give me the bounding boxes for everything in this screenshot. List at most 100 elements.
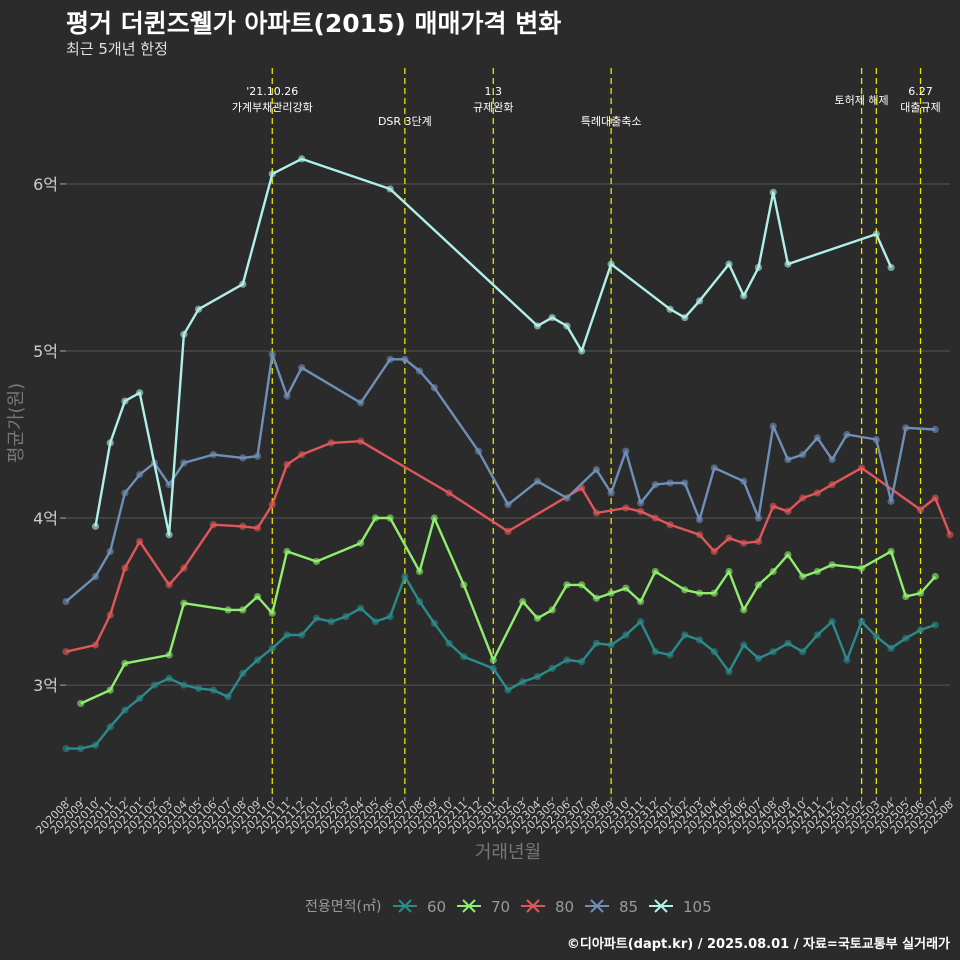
legend-marker-70 bbox=[462, 899, 476, 913]
data-point-85 bbox=[695, 516, 704, 524]
data-point-60 bbox=[519, 678, 527, 686]
data-point-60 bbox=[62, 744, 70, 753]
data-point-105 bbox=[239, 280, 247, 288]
data-point-60 bbox=[563, 656, 571, 664]
data-point-85 bbox=[799, 450, 807, 459]
data-point-70 bbox=[887, 547, 895, 556]
data-point-105 bbox=[578, 347, 586, 355]
data-point-60 bbox=[77, 744, 85, 753]
data-point-105 bbox=[548, 313, 556, 322]
legend-marker-80 bbox=[526, 899, 540, 913]
data-point-70 bbox=[239, 606, 247, 614]
data-point-105 bbox=[136, 389, 144, 397]
data-point-60 bbox=[916, 626, 925, 634]
data-point-60 bbox=[887, 644, 895, 652]
data-point-70 bbox=[725, 567, 733, 576]
data-point-60 bbox=[902, 634, 910, 642]
data-point-60 bbox=[769, 648, 777, 656]
data-point-85 bbox=[474, 447, 483, 455]
data-point-60 bbox=[239, 669, 247, 677]
data-point-60 bbox=[740, 641, 748, 649]
data-point-80 bbox=[754, 537, 763, 546]
data-point-80 bbox=[710, 547, 718, 556]
data-point-85 bbox=[872, 435, 880, 444]
data-point-70 bbox=[416, 567, 424, 576]
data-point-85 bbox=[91, 572, 100, 581]
data-point-80 bbox=[504, 527, 512, 535]
y-axis-label: 평균가(원) bbox=[6, 383, 27, 463]
data-point-80 bbox=[209, 521, 217, 529]
grid-lines bbox=[66, 183, 950, 686]
data-point-80 bbox=[828, 481, 836, 489]
data-point-85 bbox=[651, 481, 659, 489]
data-point-60 bbox=[681, 631, 689, 639]
series-line-60 bbox=[66, 575, 936, 750]
series-line-70 bbox=[80, 516, 937, 705]
data-point-70 bbox=[578, 581, 586, 589]
data-point-85 bbox=[931, 425, 939, 434]
data-point-70 bbox=[224, 606, 232, 614]
legend-marker-60 bbox=[398, 899, 412, 913]
y-tick-label: 3억 bbox=[33, 676, 58, 695]
data-point-85 bbox=[180, 459, 188, 467]
data-point-60 bbox=[754, 654, 763, 662]
data-point-105 bbox=[91, 522, 100, 530]
data-point-80 bbox=[445, 489, 453, 497]
data-point-60 bbox=[165, 674, 173, 682]
data-point-60 bbox=[121, 706, 129, 714]
data-point-70 bbox=[784, 551, 792, 559]
data-point-85 bbox=[121, 489, 129, 497]
data-point-85 bbox=[386, 355, 394, 363]
data-point-85 bbox=[239, 454, 247, 462]
data-point-80 bbox=[858, 464, 866, 472]
legend-label-60: 60 bbox=[427, 898, 446, 916]
data-point-80 bbox=[769, 502, 777, 510]
data-point-60 bbox=[784, 639, 792, 647]
data-point-60 bbox=[312, 614, 321, 622]
data-point-85 bbox=[622, 447, 630, 455]
data-point-80 bbox=[740, 539, 748, 547]
data-point-85 bbox=[592, 465, 601, 474]
data-point-70 bbox=[106, 686, 114, 694]
data-point-80 bbox=[695, 531, 704, 539]
data-point-60 bbox=[106, 723, 114, 731]
data-point-80 bbox=[784, 507, 792, 515]
event-label: 특례대출축소 bbox=[581, 115, 642, 128]
data-point-80 bbox=[725, 534, 733, 542]
data-point-85 bbox=[902, 424, 910, 432]
data-point-70 bbox=[695, 589, 704, 597]
y-tick-label: 5억 bbox=[33, 342, 58, 361]
data-point-80 bbox=[91, 641, 100, 649]
data-point-85 bbox=[504, 501, 512, 509]
event-label: 규제완화 bbox=[473, 101, 513, 114]
data-point-80 bbox=[651, 514, 659, 522]
data-point-60 bbox=[592, 639, 601, 647]
data-point-60 bbox=[430, 619, 438, 627]
data-point-70 bbox=[430, 514, 438, 522]
event-label: 가계부채관리강화 bbox=[232, 101, 313, 114]
data-point-70 bbox=[77, 699, 85, 708]
data-point-85 bbox=[298, 364, 306, 372]
data-point-85 bbox=[681, 479, 689, 487]
event-label: 1.3 bbox=[485, 85, 503, 98]
chart-subtitle: 최근 5개년 한정 bbox=[66, 40, 168, 58]
data-point-60 bbox=[195, 684, 203, 693]
series-lines bbox=[62, 155, 954, 753]
data-point-70 bbox=[357, 539, 365, 547]
data-point-60 bbox=[416, 597, 424, 606]
data-point-60 bbox=[371, 618, 379, 626]
data-point-60 bbox=[725, 668, 733, 676]
data-point-85 bbox=[268, 350, 276, 358]
data-point-80 bbox=[283, 460, 291, 469]
data-point-60 bbox=[504, 686, 512, 694]
data-point-70 bbox=[548, 606, 556, 614]
data-point-105 bbox=[268, 170, 276, 178]
data-point-60 bbox=[445, 639, 453, 647]
data-point-70 bbox=[180, 599, 188, 607]
data-point-60 bbox=[548, 664, 556, 672]
data-point-60 bbox=[224, 693, 232, 701]
data-point-80 bbox=[62, 648, 70, 656]
data-point-105 bbox=[195, 305, 203, 313]
data-point-60 bbox=[460, 653, 468, 661]
data-point-60 bbox=[637, 618, 645, 626]
